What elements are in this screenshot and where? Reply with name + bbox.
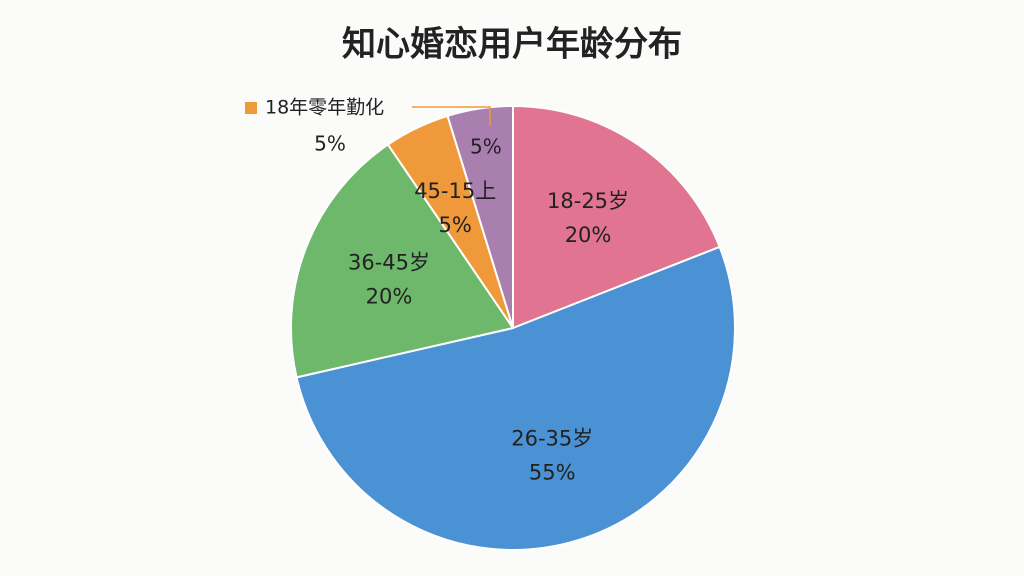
pie-labels: 18-25岁 20% 26-35岁 55% 36-45岁 20% 45-15上 5% 5% 18年… xyxy=(265,97,629,485)
callout-line xyxy=(412,106,491,126)
slice-label: 18-25岁 xyxy=(547,189,629,213)
pie xyxy=(290,104,736,551)
slice-label: 26-35岁 xyxy=(511,426,593,450)
slice-value-label: 5% xyxy=(470,134,502,158)
chart-title: 知心婚恋用户年龄分布 xyxy=(342,25,682,65)
pie-slice xyxy=(290,143,515,379)
slice-value-label: 20% xyxy=(366,284,413,308)
slice-label: 36-45岁 xyxy=(348,250,430,274)
slice-value-label: 20% xyxy=(565,223,612,247)
pie-slice xyxy=(295,245,736,551)
slice-value-label: 5% xyxy=(439,213,472,237)
pie-slice xyxy=(512,104,721,330)
legend-marker xyxy=(245,102,257,114)
pie-slice xyxy=(446,104,514,329)
slice-value-label: 55% xyxy=(529,460,576,484)
slice-label: 45-15上 xyxy=(414,179,496,203)
callout-value-label: 5% xyxy=(314,132,346,156)
callout-label: 18年零年勤化 xyxy=(265,97,384,119)
